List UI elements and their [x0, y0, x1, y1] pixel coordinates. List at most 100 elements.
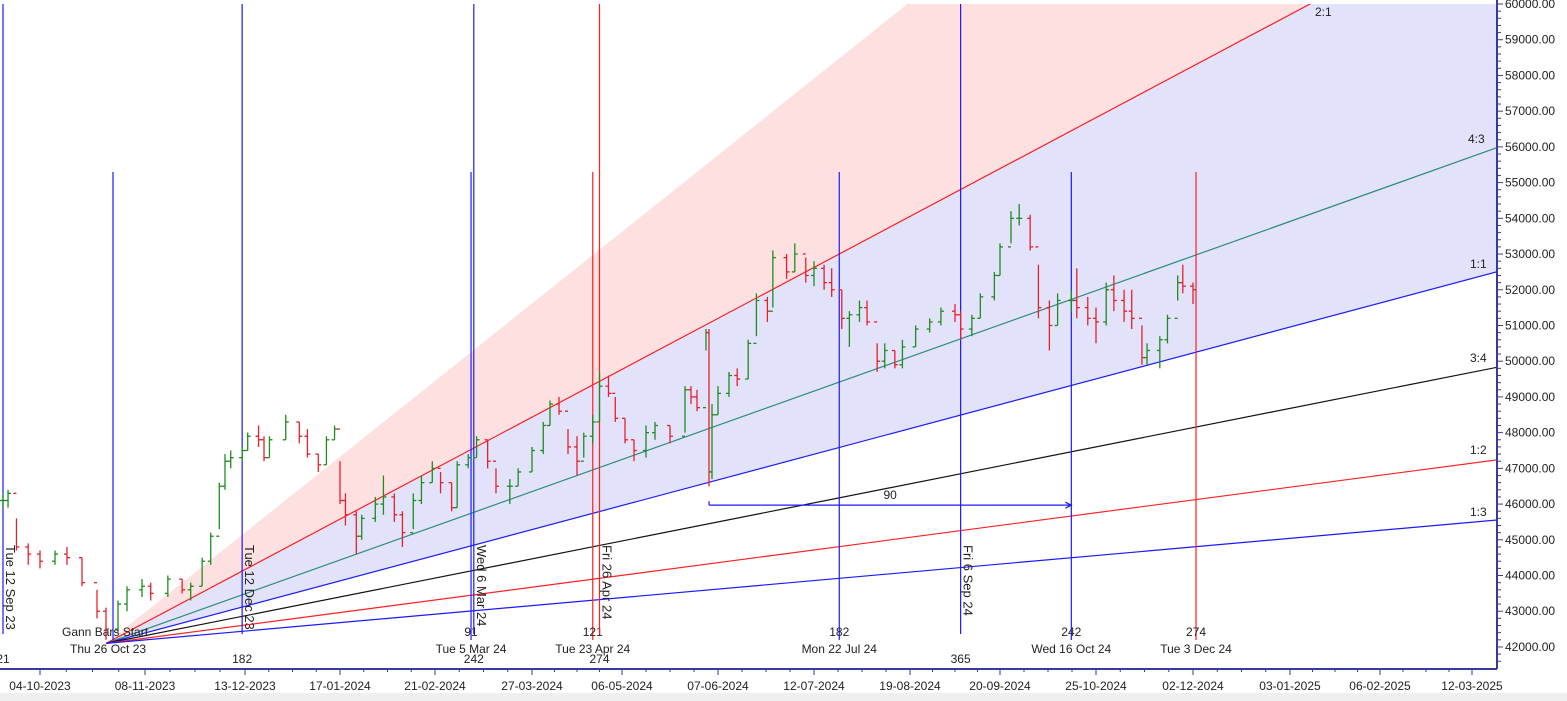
price-axis-label: 45000.00	[1505, 533, 1555, 547]
ohlc-bar	[622, 417, 628, 444]
ohlc-bar	[769, 250, 776, 312]
ohlc-bar	[891, 349, 898, 369]
ohlc-bar	[179, 578, 186, 594]
gann-fan-lines	[105, 4, 1497, 644]
date-axis-label: 17-01-2024	[309, 679, 371, 693]
ohlc-bar	[1093, 307, 1099, 344]
ohlc-bar	[991, 271, 998, 301]
gann-line-label: 2:1	[1315, 5, 1332, 19]
date-axis-label: 27-03-2024	[501, 679, 563, 693]
bar-count-date-label: Tue 3 Dec 24	[1160, 642, 1232, 656]
ohlc-bar	[115, 600, 121, 633]
horizontal-scrollbar[interactable]	[0, 693, 1567, 701]
ohlc-bar	[266, 436, 273, 459]
ohlc-bar	[1128, 289, 1135, 330]
price-axis-label: 43000.00	[1505, 604, 1555, 618]
ohlc-bar	[282, 414, 289, 441]
bar-count-label: 91	[464, 625, 478, 639]
ohlc-bar	[1156, 336, 1163, 369]
ohlc-bar	[802, 253, 809, 283]
ohlc-bar	[304, 429, 311, 458]
ohlc-bar	[207, 532, 214, 565]
ohlc-bar	[926, 318, 933, 333]
ohlc-bar	[952, 304, 958, 322]
ohlc-bar	[937, 307, 944, 326]
bar-count-date-label: Tue 5 Mar 24	[436, 642, 507, 656]
ohlc-bar	[244, 432, 251, 452]
gann-line-label: 4:3	[1468, 132, 1485, 146]
bar-count-label: 182	[829, 625, 849, 639]
ohlc-bar	[612, 392, 619, 422]
ohlc-bar	[255, 425, 262, 447]
ohlc-bar	[454, 461, 461, 509]
price-axis-label: 51000.00	[1505, 318, 1555, 332]
ohlc-bar	[473, 436, 480, 459]
ohlc-bar	[465, 454, 472, 469]
bar-count-date-label: Tue 23 Apr 24	[555, 642, 630, 656]
ohlc-bar	[372, 496, 379, 522]
ohlc-bar	[506, 479, 513, 505]
ohlc-bar	[1016, 204, 1023, 226]
ohlc-bar	[753, 293, 760, 344]
ohlc-bar	[1007, 211, 1014, 248]
date-axis-label: 06-05-2024	[591, 679, 653, 693]
main-fill-region	[106, 4, 1497, 644]
gann-start-date: Thu 26 Oct 23	[70, 642, 146, 656]
price-axis-label: 54000.00	[1505, 211, 1555, 225]
date-axis-label: 12-03-2025	[1441, 679, 1503, 693]
price-axis[interactable]: 2:1 4:3 1:1 3:4 1:2 1:3 60000.00 59000.00 58000.…	[1315, 0, 1555, 669]
bar-count-date-label: Mon 22 Jul 24	[802, 642, 878, 656]
ohlc-bar	[331, 425, 338, 441]
ohlc-bar	[261, 436, 267, 462]
day-count-date-label: Tue 12 Sep 23	[3, 545, 18, 630]
day-count-label: 365	[951, 652, 971, 666]
ohlc-bar	[1035, 246, 1042, 319]
ohlc-bar	[5, 489, 12, 508]
ohlc-bar	[783, 254, 790, 280]
date-axis-label: 08-11-2023	[115, 679, 176, 693]
ohlc-bar	[725, 371, 732, 397]
gann-line-1-2	[105, 459, 1497, 644]
day-count-label: 242	[464, 652, 484, 666]
ohlc-bar	[484, 439, 491, 469]
ohlc-bar	[957, 311, 964, 340]
ohlc-bar	[811, 261, 817, 287]
bar-count-label: 242	[1061, 625, 1081, 639]
ohlc-bar	[139, 579, 145, 597]
gann-line-label: 1:3	[1470, 505, 1487, 519]
ohlc-bar	[828, 268, 835, 297]
ohlc-bar	[821, 264, 828, 290]
ohlc-bar	[399, 511, 406, 547]
bar-count-date-label: Wed 16 Oct 24	[1031, 642, 1111, 656]
price-bars	[0, 204, 1196, 640]
day-count-date-label: Fri 6 Sep 24	[961, 545, 976, 616]
date-axis-label: 20-09-2024	[969, 679, 1031, 693]
price-axis-label: 52000.00	[1505, 283, 1555, 297]
ohlc-bar	[977, 293, 984, 319]
date-axis[interactable]: 04-10-2023 08-11-2023 13-12-2023 17-01-2024…	[0, 668, 1503, 693]
measure-arrow: 90	[708, 488, 1073, 509]
date-axis-label: 13-12-2023	[214, 679, 276, 693]
date-axis-label: 25-10-2024	[1065, 679, 1127, 693]
ohlc-bar	[997, 243, 1003, 277]
price-axis-label: 53000.00	[1505, 247, 1555, 261]
ohlc-bar	[1190, 282, 1196, 305]
bar-count-label: 121	[583, 625, 603, 639]
ohlc-bar	[315, 453, 322, 472]
ohlc-bar	[1164, 314, 1171, 344]
ohlc-bar	[596, 371, 603, 423]
ohlc-bar	[1121, 289, 1128, 322]
ohlc-bar	[589, 414, 596, 444]
ohlc-bar	[856, 300, 863, 322]
gann-start-label: Gann Bars Start	[62, 625, 149, 639]
ohlc-bar	[124, 586, 130, 612]
ohlc-bar	[709, 404, 715, 480]
ohlc-bar	[227, 450, 234, 469]
ohlc-bar	[391, 493, 398, 522]
price-axis-label: 48000.00	[1505, 426, 1555, 440]
gann-line-label: 1:1	[1470, 257, 1487, 271]
ohlc-bar	[899, 339, 906, 369]
price-axis-label: 60000.00	[1505, 0, 1555, 11]
ohlc-bar	[358, 514, 365, 540]
